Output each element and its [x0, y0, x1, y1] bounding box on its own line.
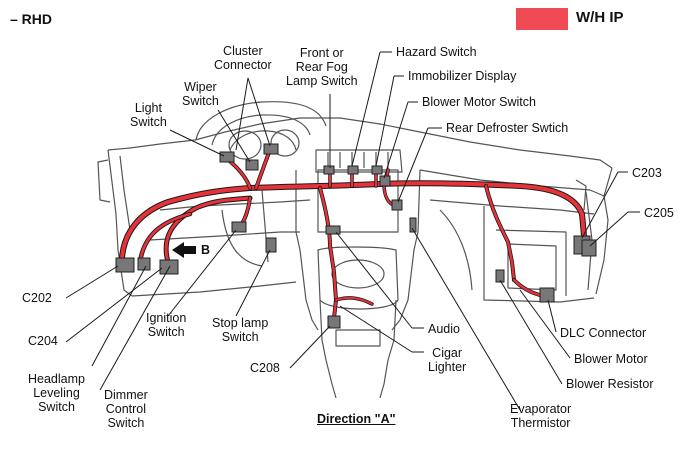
connector-evap-thermistor — [409, 217, 417, 233]
label-cigar-lighter: Cigar Lighter — [428, 346, 467, 374]
label-fog-lamp-switch: Front or Rear Fog Lamp Switch — [286, 46, 358, 88]
label-headlamp-leveling-switch: Headlamp Leveling Switch — [28, 372, 85, 414]
direction-a-caption: Direction "A" — [317, 412, 396, 426]
connector-stop-lamp — [265, 237, 277, 253]
label-dlc-connector: DLC Connector — [560, 326, 647, 340]
label-arrow-b: B — [201, 243, 211, 257]
connectors — [115, 143, 597, 329]
connector-wiper-switch — [245, 159, 259, 171]
label-light-switch: Light Switch — [130, 101, 167, 129]
connector-cluster — [263, 143, 279, 155]
direction-b-arrow — [172, 242, 196, 258]
connector-light-switch — [219, 151, 235, 163]
connector-blower-switch — [379, 175, 391, 187]
label-blower-motor-switch: Blower Motor Switch — [422, 95, 536, 109]
dashboard-body — [97, 101, 613, 399]
connector-hazard — [347, 165, 359, 175]
label-hazard-switch: Hazard Switch — [396, 45, 477, 59]
connector-c208 — [327, 315, 341, 329]
connector-ignition — [231, 221, 247, 233]
label-rear-defroster-switch: Rear Defroster Swtich — [446, 121, 569, 135]
leader-lines — [65, 51, 640, 411]
connector-immobilizer — [371, 165, 383, 175]
label-ignition-switch: Ignition Switch — [146, 311, 187, 339]
connector-rear-defroster — [391, 199, 403, 211]
connector-dlc — [539, 287, 555, 303]
label-evaporator-thermistor: Evaporator Thermistor — [510, 402, 572, 430]
label-c208: C208 — [250, 361, 280, 375]
connector-fog-lamp — [323, 165, 335, 175]
label-c204: C204 — [28, 334, 58, 348]
label-c205: C205 — [644, 206, 674, 220]
label-audio: Audio — [428, 322, 460, 336]
connector-blower-resistor — [495, 269, 505, 283]
label-c203: C203 — [632, 166, 662, 180]
label-blower-resistor: Blower Resistor — [566, 377, 654, 391]
label-stop-lamp-switch: Stop lamp Switch — [212, 316, 269, 344]
connector-c202 — [115, 257, 135, 273]
label-immobilizer-display: Immobilizer Display — [408, 69, 517, 83]
label-blower-motor: Blower Motor — [574, 352, 648, 366]
label-wiper-switch: Wiper Switch — [182, 80, 219, 108]
variant-label: – RHD — [10, 11, 53, 27]
connector-audio — [325, 225, 341, 235]
legend-swatch — [516, 8, 568, 30]
label-dimmer-control-switch: Dimmer Control Switch — [104, 388, 148, 430]
label-c202: C202 — [22, 291, 52, 305]
connector-headlamp-leveling — [137, 257, 151, 271]
legend-label: W/H IP — [576, 9, 624, 26]
label-cluster-connector: Cluster Connector — [214, 44, 272, 72]
